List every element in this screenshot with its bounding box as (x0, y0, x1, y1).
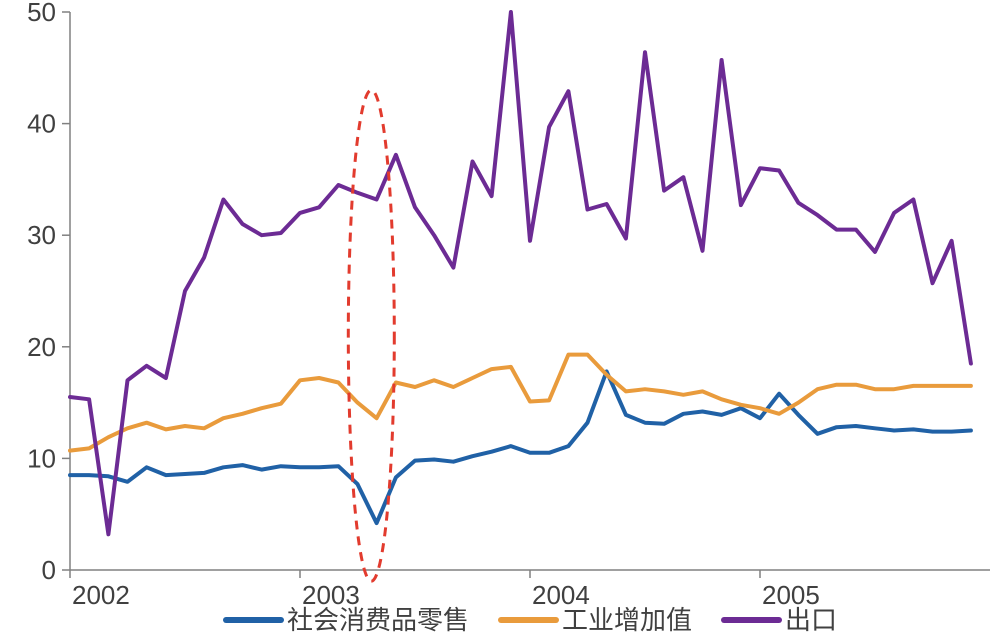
economic-line-chart: 010203040502002200320042005社会消费品零售工业增加值出… (0, 0, 1005, 640)
x-tick-label: 2002 (72, 580, 130, 610)
y-tick-label: 50 (27, 0, 56, 27)
legend-label: 社会消费品零售 (287, 605, 469, 635)
y-tick-label: 40 (27, 109, 56, 139)
y-tick-label: 20 (27, 332, 56, 362)
chart-svg: 010203040502002200320042005社会消费品零售工业增加值出… (0, 0, 1005, 640)
y-tick-label: 0 (42, 555, 56, 585)
legend-label: 工业增加值 (562, 605, 692, 635)
y-tick-label: 30 (27, 220, 56, 250)
legend-label: 出口 (785, 605, 837, 635)
y-tick-label: 10 (27, 443, 56, 473)
